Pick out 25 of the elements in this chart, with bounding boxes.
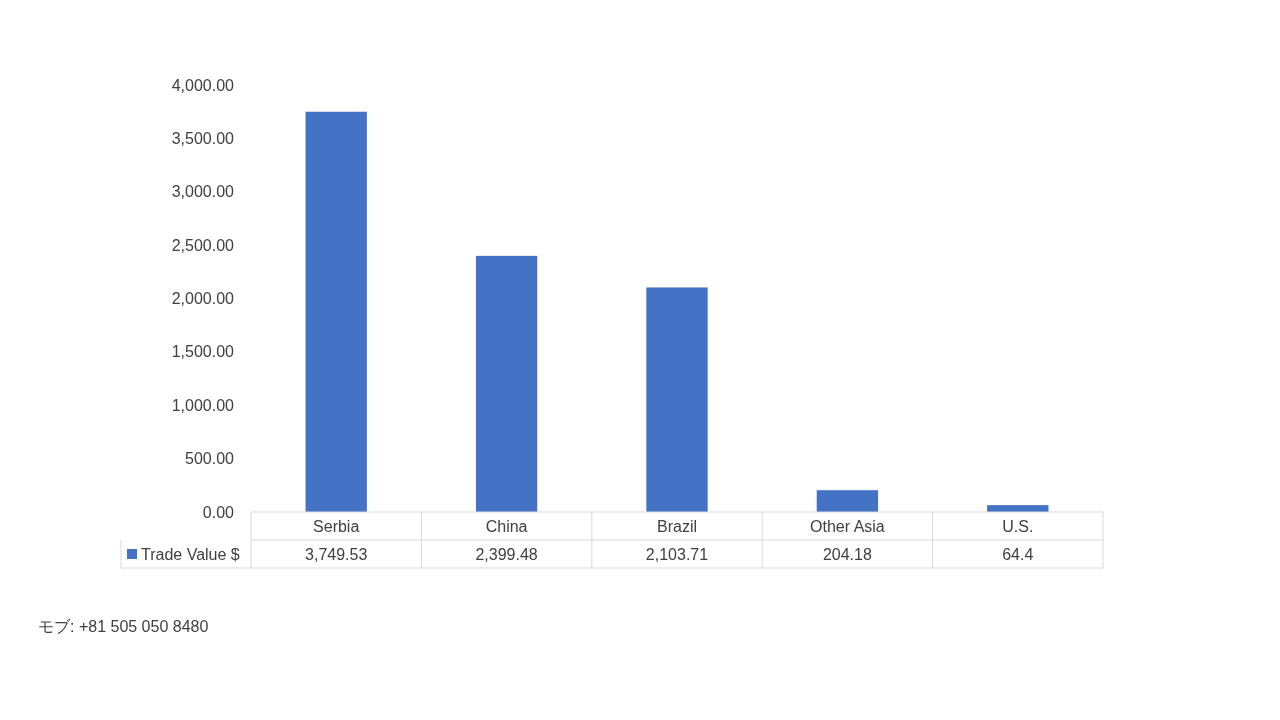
data-label: 204.18 (822, 545, 872, 563)
bar (475, 255, 538, 512)
data-label: 2,399.48 (475, 545, 538, 563)
bar (646, 287, 708, 512)
y-tick-label: 3,500.00 (171, 129, 235, 147)
data-label: 2,103.71 (645, 545, 709, 563)
y-tick-label: 0.00 (202, 503, 235, 521)
y-tick-label: 1,000.00 (171, 396, 235, 414)
x-tick-label: Brazil (656, 517, 698, 535)
y-tick-label: 3,000.00 (171, 183, 235, 201)
legend-label: Trade Value $ (141, 545, 240, 563)
data-label: 3,749.53 (305, 545, 368, 563)
x-tick-label: China (485, 517, 528, 535)
y-tick-label: 500.00 (185, 450, 235, 468)
data-label: 64.4 (1002, 545, 1034, 563)
x-tick-label: Serbia (313, 517, 360, 535)
y-tick-label: 1,500.00 (171, 343, 235, 361)
bar (816, 490, 879, 512)
y-tick-label: 4,000.00 (171, 76, 235, 94)
x-tick-label: Other Asia (810, 517, 885, 535)
text: モブ: +81 505 050 8480 (38, 617, 209, 635)
x-tick-label: U.S. (1002, 517, 1034, 535)
bar (305, 111, 367, 512)
y-tick-label: 2,500.00 (171, 236, 235, 254)
y-tick-label: 2,000.00 (171, 290, 235, 308)
